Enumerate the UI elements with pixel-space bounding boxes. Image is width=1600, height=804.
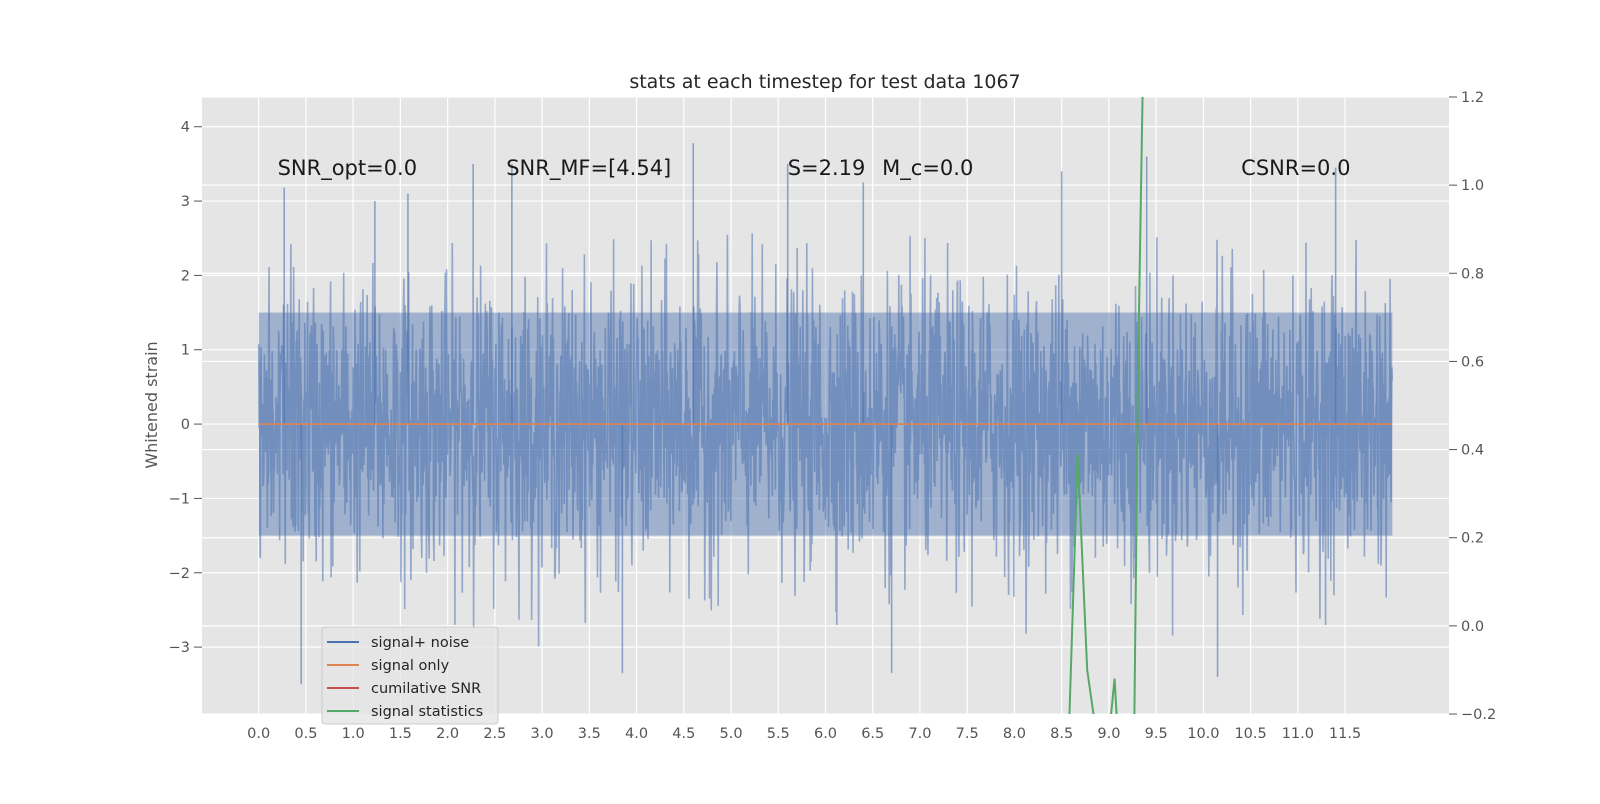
y2-tick-label: 0.0 [1461, 619, 1484, 635]
overlay-layer [258, 97, 1393, 714]
x-tick-label: 10.5 [1234, 726, 1266, 742]
y-tick-label: −1 [169, 491, 190, 507]
x-tick-label: 5.0 [719, 726, 742, 742]
signal-plus-noise-line [257, 233, 1394, 647]
chart-title: stats at each timestep for test data 106… [629, 71, 1020, 93]
x-tick-label: 3.5 [578, 726, 601, 742]
y-tick-label: 1 [181, 343, 190, 359]
x-tick-label: 0.5 [294, 726, 317, 742]
x-tick-label: 11.0 [1282, 726, 1314, 742]
y2-tick-label: 0.6 [1461, 354, 1484, 370]
annotation-text: S=2.19 [788, 156, 866, 180]
x-tick-label: 7.5 [956, 726, 979, 742]
annotation-text: M_c=0.0 [882, 156, 973, 181]
signal-statistics-line [1068, 97, 1144, 714]
annotation-text: SNR_MF=[4.54] [506, 156, 671, 181]
y-tick-label: 0 [181, 417, 190, 433]
x-tick-label: 4.5 [672, 726, 695, 742]
annotation-text: SNR_opt=0.0 [278, 156, 418, 181]
x-tick-label: 10.0 [1187, 726, 1219, 742]
x-tick-label: 8.0 [1003, 726, 1026, 742]
y2-tick-label: −0.2 [1461, 707, 1496, 723]
x-tick-label: 3.0 [531, 726, 554, 742]
y2-tick-label: 0.4 [1461, 443, 1484, 459]
x-tick-label: 6.5 [861, 726, 884, 742]
annotation-text: CSNR=0.0 [1241, 156, 1350, 180]
legend: signal+ noise signal only cumilative SNR si… [321, 626, 499, 725]
x-tick-label: 0.0 [247, 726, 270, 742]
y2-tick-label: 1.2 [1461, 90, 1484, 106]
y2-tick-label: 0.8 [1461, 266, 1484, 282]
x-tick-label: 8.5 [1050, 726, 1073, 742]
x-tick-label: 2.0 [436, 726, 459, 742]
x-tick-label: 2.5 [483, 726, 506, 742]
x-tick-label: 1.0 [342, 726, 365, 742]
legend-label: signal only [371, 658, 450, 674]
y-tick-label: −3 [169, 640, 190, 656]
y-tick-label: −2 [169, 566, 190, 582]
legend-label: signal statistics [371, 704, 483, 720]
x-tick-label: 11.5 [1329, 726, 1361, 742]
y-tick-label: 3 [181, 194, 190, 210]
x-tick-label: 5.5 [767, 726, 790, 742]
y2-tick-label: 1.0 [1461, 178, 1484, 194]
legend-label: signal+ noise [371, 635, 469, 651]
y-tick-label: 2 [181, 268, 190, 284]
x-tick-label: 1.5 [389, 726, 412, 742]
x-tick-label: 7.0 [908, 726, 931, 742]
legend-box [321, 626, 499, 725]
axes: 0.0 0.5 1.0 1.5 2.0 2.5 3.0 3.5 4.0 4.5 5.0 5.5 6.0 6… [169, 90, 1497, 742]
x-tick-label: 4.0 [625, 726, 648, 742]
x-tick-label: 6.0 [814, 726, 837, 742]
legend-label: cumilative SNR [371, 681, 481, 697]
y2-tick-label: 0.2 [1461, 531, 1484, 547]
x-tick-label: 9.0 [1097, 726, 1120, 742]
y-tick-label: 4 [181, 120, 190, 136]
annotations: SNR_opt=0.0 SNR_MF=[4.54] S=2.19 M_c=0.0 CSN… [278, 156, 1351, 181]
y-axis-label: Whitened strain [142, 341, 161, 468]
x-tick-label: 9.5 [1145, 726, 1168, 742]
